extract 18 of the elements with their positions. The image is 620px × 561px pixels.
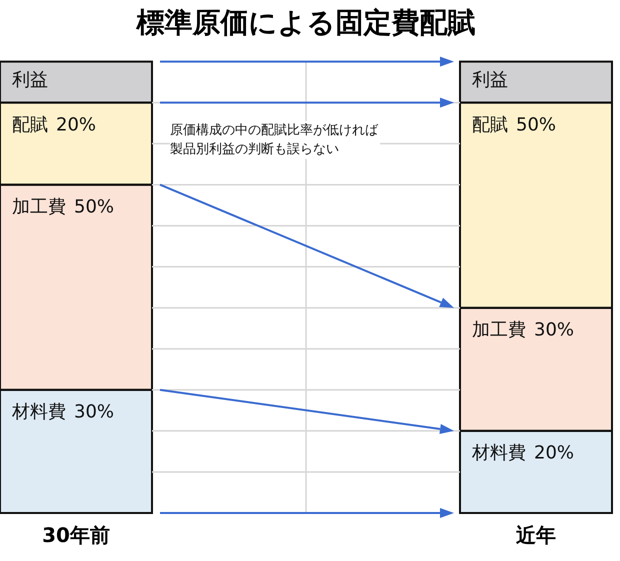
text: 材料費 <box>12 402 66 423</box>
text: 利益 <box>472 69 508 90</box>
annotation: 原価構成の中の配賦比率が低ければ製品別利益の判断も誤らない <box>170 120 380 159</box>
series-label: 加工費 <box>12 196 66 218</box>
series-label: 材料費 <box>471 442 526 464</box>
data-label: 30% <box>74 402 114 423</box>
data-label: 30% <box>534 319 574 340</box>
series-label: 配賦 <box>12 114 48 136</box>
x-tick-label: 近年 <box>515 523 556 548</box>
series-label: 利益 <box>12 69 48 90</box>
text: 配賦 <box>472 114 508 136</box>
data-label: 50% <box>516 114 556 136</box>
data-label: 20% <box>534 442 574 464</box>
data-label: 50% <box>74 196 114 218</box>
data-label: 20% <box>56 114 96 136</box>
x-tick-label: 30年前 <box>42 523 110 548</box>
text: 加工費 <box>472 319 526 340</box>
chart-title: 標準原価による固定費配賦 <box>136 6 476 40</box>
